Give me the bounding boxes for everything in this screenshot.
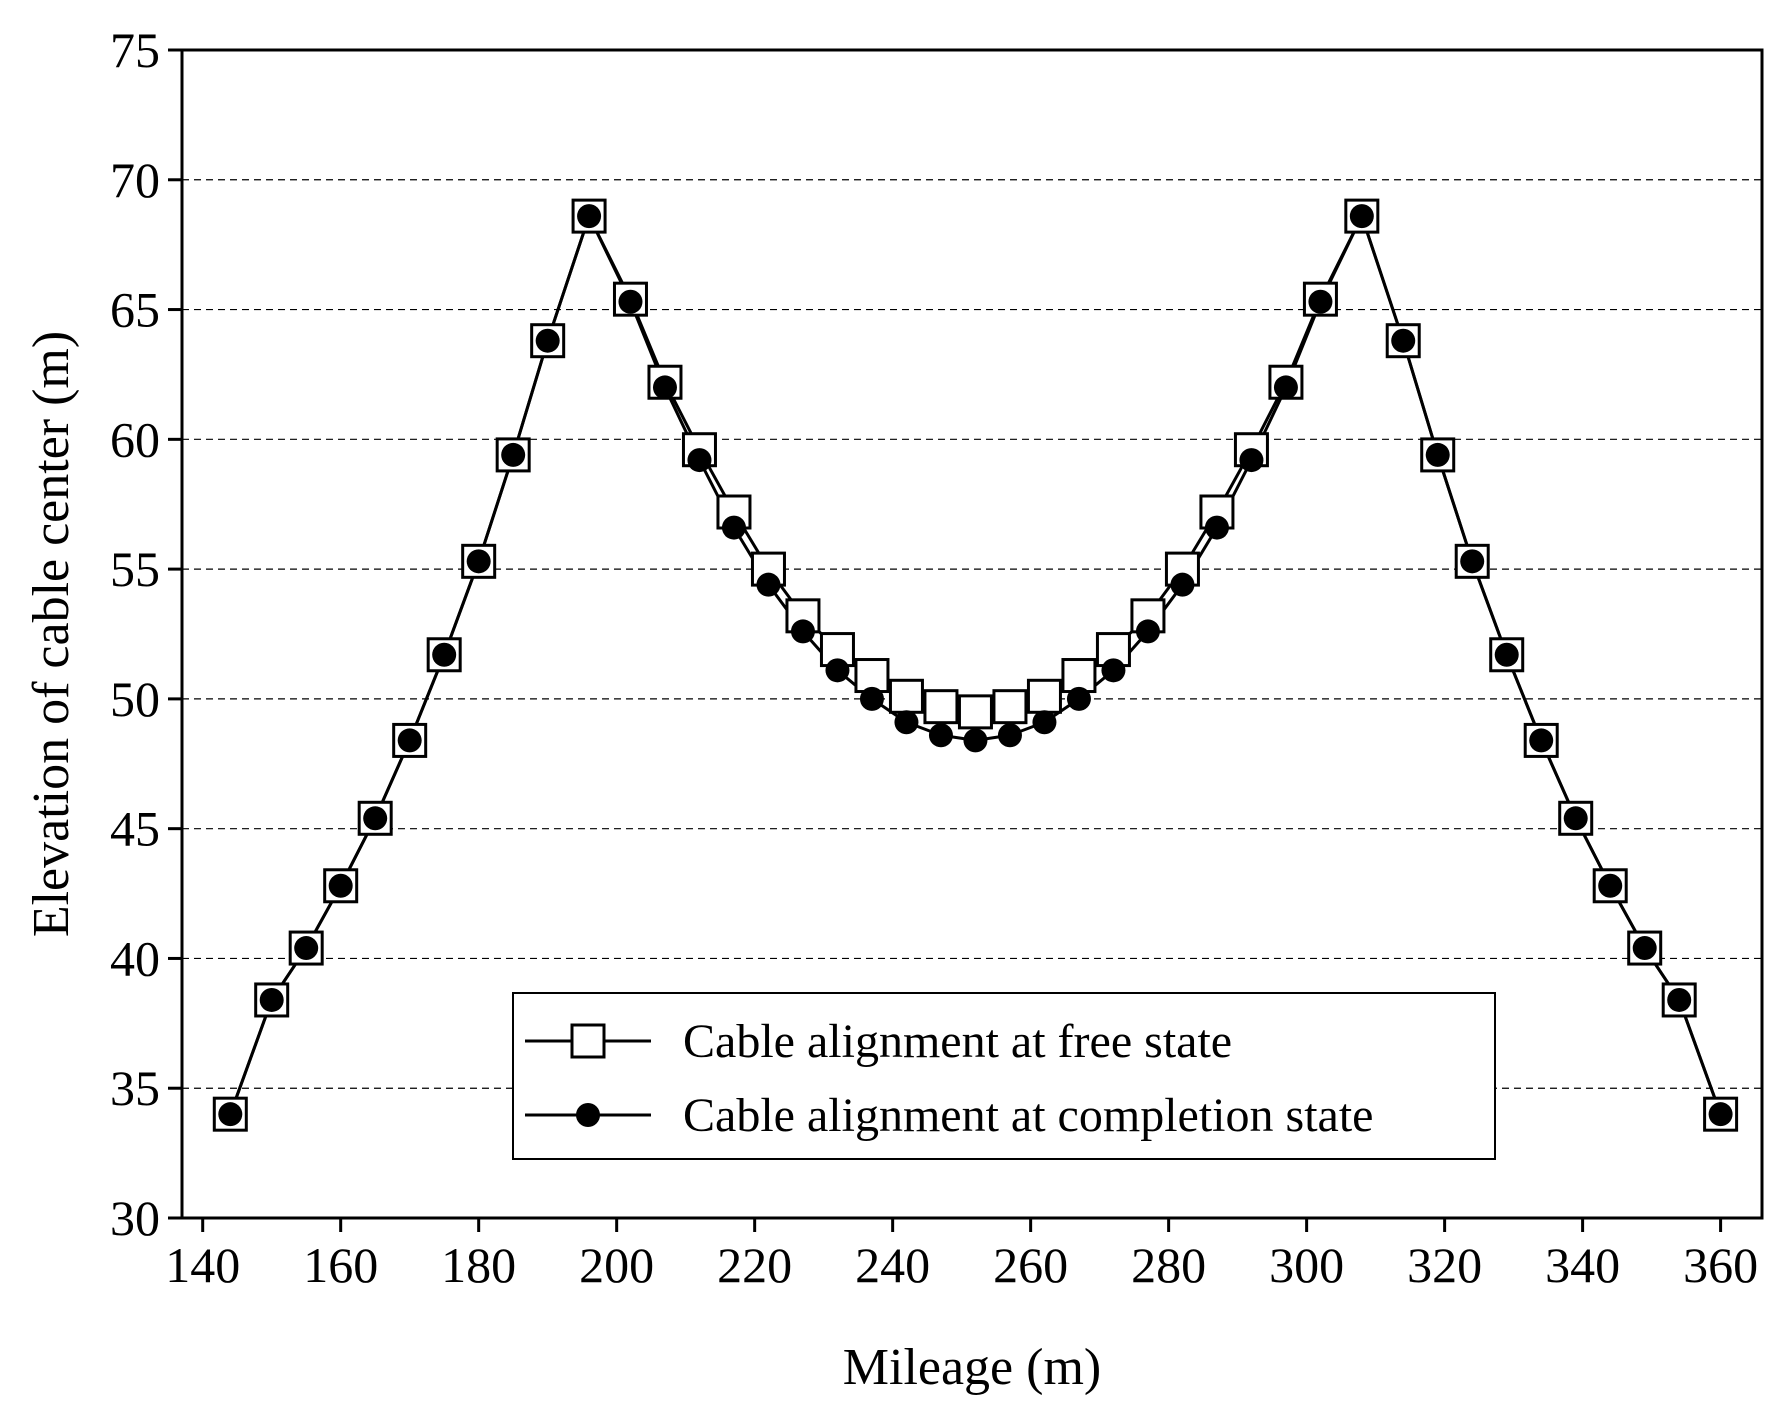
y-tick-label-45: 45 [110, 801, 160, 857]
series-0-point-24 [1061, 658, 1097, 694]
series-0-point-20 [923, 689, 959, 725]
series-1-point-32 [1349, 204, 1374, 229]
y-tick-label-50: 50 [110, 671, 160, 727]
series-1-point-10 [577, 204, 602, 229]
series-1-point-4 [363, 806, 388, 831]
series-1-point-14 [721, 515, 746, 540]
x-tick-label-200: 200 [579, 1237, 654, 1293]
series-1-point-5 [397, 728, 422, 753]
series-1-point-0 [218, 1102, 243, 1127]
series-1-point-16 [790, 619, 815, 644]
series-1-point-18 [859, 686, 884, 711]
series-1-point-35 [1460, 549, 1485, 574]
series-1-point-37 [1529, 728, 1554, 753]
x-axis-ticks: 140 160 180 200 220 240 260 280 300 320 340 360 [165, 1218, 1758, 1293]
y-tick-label-70: 70 [110, 152, 160, 208]
series-1-point-20 [928, 723, 953, 748]
legend-label-free-state: Cable alignment at free state [683, 1015, 1232, 1068]
y-tick-label-30: 30 [110, 1190, 160, 1246]
series-1-point-23 [1032, 710, 1057, 735]
series-1-point-8 [501, 442, 526, 467]
series-1-point-24 [1066, 686, 1091, 711]
series-1-point-36 [1494, 642, 1519, 667]
gridlines [182, 179, 1762, 1089]
series-1-point-30 [1273, 375, 1298, 400]
series-1-point-22 [997, 723, 1022, 748]
legend-label-completion-state: Cable alignment at completion state [683, 1089, 1373, 1142]
x-tick-label-300: 300 [1269, 1237, 1344, 1293]
x-tick-label-220: 220 [717, 1237, 792, 1293]
series-1-point-31 [1308, 289, 1333, 314]
series-1-point-19 [894, 710, 919, 735]
x-tick-label-180: 180 [441, 1237, 516, 1293]
series-0-point-23 [1026, 678, 1062, 714]
legend-box [512, 992, 1496, 1160]
x-tick-label-140: 140 [165, 1237, 240, 1293]
series-1-point-15 [756, 572, 781, 597]
series-0-point-22 [992, 689, 1028, 725]
y-tick-label-55: 55 [110, 541, 160, 597]
series-1-point-9 [535, 328, 560, 353]
series-markers [212, 198, 1739, 1132]
x-tick-label-160: 160 [303, 1237, 378, 1293]
y-tick-label-75: 75 [110, 22, 160, 78]
series-1-point-7 [466, 549, 491, 574]
legend-entry-free-state: Cable alignment at free state [525, 1015, 1232, 1068]
y-tick-label-65: 65 [110, 282, 160, 338]
series-0-point-18 [854, 658, 890, 694]
series-1-point-13 [687, 448, 712, 473]
x-tick-label-340: 340 [1545, 1237, 1620, 1293]
y-axis-ticks: 30 35 40 45 50 55 60 65 70 75 [110, 22, 182, 1246]
series-1-point-33 [1391, 328, 1416, 353]
series-1-point-17 [825, 658, 850, 683]
y-tick-label-60: 60 [110, 411, 160, 467]
legend-marker-square [570, 1023, 606, 1059]
series-1-point-40 [1632, 936, 1657, 961]
series-1-point-34 [1425, 442, 1450, 467]
series-1-point-12 [652, 375, 677, 400]
series-0-point-19 [888, 678, 924, 714]
legend: Cable alignment at free state Cable alig… [512, 992, 1496, 1160]
series-1-point-26 [1135, 619, 1160, 644]
series-0-point-21 [957, 694, 993, 730]
y-axis-title: Elevation of cable center (m) [23, 331, 80, 937]
series-1-point-27 [1170, 572, 1195, 597]
x-tick-label-240: 240 [855, 1237, 930, 1293]
x-tick-label-260: 260 [993, 1237, 1068, 1293]
series-1-point-3 [328, 873, 353, 898]
series-1-point-25 [1101, 658, 1126, 683]
series-1-point-29 [1239, 448, 1264, 473]
series-1-point-21 [963, 728, 988, 753]
series-1-point-11 [618, 289, 643, 314]
series-1-point-28 [1204, 515, 1229, 540]
series-1-point-2 [294, 936, 319, 961]
y-tick-label-35: 35 [110, 1060, 160, 1116]
x-tick-label-360: 360 [1683, 1237, 1758, 1293]
series-1-point-1 [259, 987, 284, 1012]
x-tick-label-320: 320 [1407, 1237, 1482, 1293]
series-1-point-42 [1708, 1102, 1733, 1127]
x-tick-label-280: 280 [1131, 1237, 1206, 1293]
series-1-point-39 [1598, 873, 1623, 898]
series-1-point-41 [1667, 987, 1692, 1012]
legend-entry-completion-state: Cable alignment at completion state [525, 1089, 1373, 1142]
plot-area-frame [180, 48, 1764, 1220]
x-axis-title: Mileage (m) [843, 1339, 1101, 1396]
series-1-point-38 [1563, 806, 1588, 831]
series-1-point-6 [432, 642, 457, 667]
y-tick-label-40: 40 [110, 930, 160, 986]
legend-marker-circle [576, 1103, 600, 1127]
